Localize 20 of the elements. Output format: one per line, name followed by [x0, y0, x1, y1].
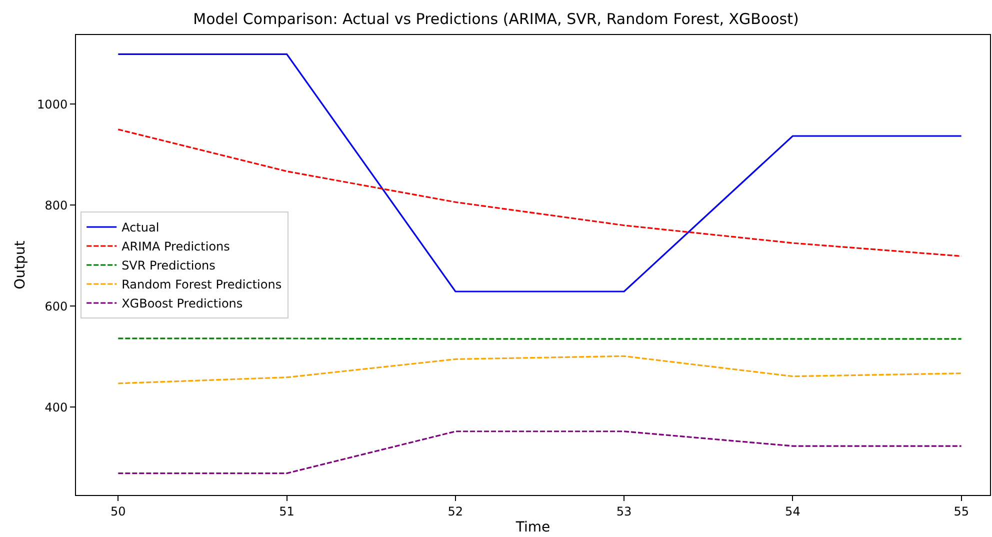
legend-label: Random Forest Predictions: [122, 278, 282, 292]
y-tick-label: 600: [44, 299, 68, 314]
legend-label: ARIMA Predictions: [122, 240, 230, 254]
x-tick-label: 50: [110, 504, 126, 518]
x-tick-label: 53: [616, 504, 632, 518]
line-series: [117, 355, 962, 384]
x-tick-label: 51: [279, 504, 294, 518]
x-tick-label: 54: [785, 504, 800, 518]
x-axis-title: Time: [514, 520, 550, 536]
line-series: [117, 128, 962, 257]
y-tick-label: 1000: [37, 97, 68, 112]
legend-label: SVR Predictions: [122, 258, 216, 273]
y-tick-label: 800: [44, 198, 68, 212]
legend-label: Actual: [122, 220, 160, 235]
x-tick-label: 52: [448, 504, 464, 518]
x-tick-label: 55: [954, 504, 969, 518]
legend-label: XGBoost Predictions: [122, 296, 243, 311]
y-axis-title: Output: [12, 240, 29, 290]
y-tick-label: 400: [44, 400, 68, 414]
chart-title: Model Comparison: Actual vs Predictions (ARIMA, SVR, Random Forest, XGBoost): [193, 10, 799, 28]
